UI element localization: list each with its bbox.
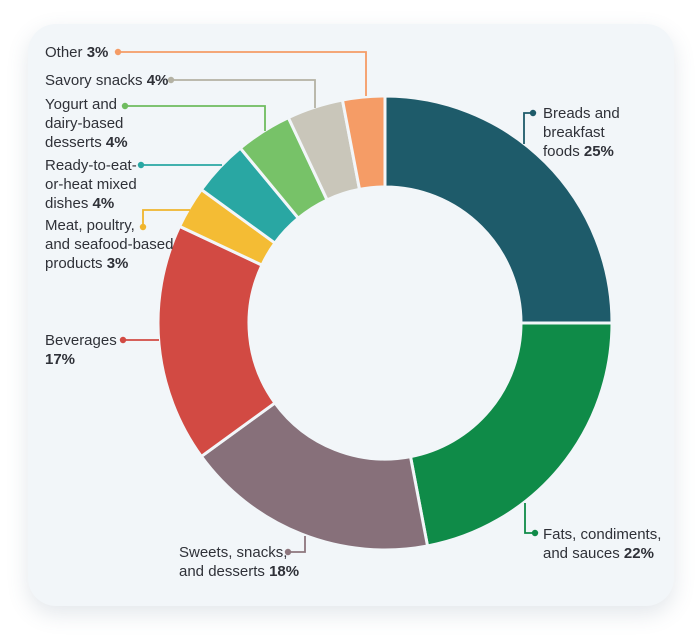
label-line: dairy-based (45, 115, 124, 132)
label-fats: Fats, condiments, and sauces 22% (543, 525, 661, 563)
leader-dot-meat (139, 223, 147, 231)
slice-other (340, 94, 387, 191)
label-line: Yogurt and (45, 96, 118, 113)
label-yogurt: Yogurt and dairy-based desserts 4% (45, 95, 128, 152)
slice-beverages (156, 224, 277, 458)
leader-line-sweets (291, 536, 306, 553)
label-beverages: Beverages 17% (45, 331, 117, 369)
label-line: Savory snacks 4% (45, 72, 169, 89)
leader-line-meat (142, 209, 190, 224)
label-meat: Meat, poultry, and seafood-based products … (45, 216, 173, 273)
leader-dot-sweets (284, 548, 292, 556)
label-line: or-heat mixed (45, 176, 137, 193)
leader-dot-yogurt (121, 102, 129, 110)
label-savory: Savory snacks 4% (45, 71, 168, 90)
label-line: Sweets, snacks, (179, 544, 288, 561)
label-line: and seafood-based (45, 236, 174, 253)
slice-sweets (199, 401, 430, 552)
leader-dot-fats (531, 529, 539, 537)
leader-dot-breads (529, 109, 537, 117)
leader-line-breads (523, 112, 530, 144)
label-line: and desserts 18% (179, 563, 300, 580)
leader-dot-savory (167, 76, 175, 84)
label-breads: Breads and breakfast foods 25% (543, 104, 620, 161)
label-line: Beverages (45, 332, 117, 349)
label-line: Ready-to-eat- (45, 157, 137, 174)
label-line: products 3% (45, 255, 129, 272)
label-line: desserts 4% (45, 134, 128, 151)
label-line: 17% (45, 351, 76, 368)
label-line: and sauces 22% (543, 545, 654, 562)
label-line: Breads and (543, 105, 620, 122)
label-other: Other 3% (45, 43, 108, 62)
slice-fats (408, 321, 614, 548)
slice-breads (383, 94, 614, 325)
leader-dot-ready (137, 161, 145, 169)
label-line: Other 3% (45, 44, 109, 61)
label-ready: Ready-to-eat-or-heat mixed dishes 4% (45, 156, 137, 213)
label-line: dishes 4% (45, 195, 115, 212)
leader-line-fats (524, 503, 532, 534)
leader-dot-other (114, 48, 122, 56)
label-line: Fats, condiments, (543, 526, 662, 543)
label-line: foods 25% (543, 143, 614, 160)
leader-line-savory (174, 79, 316, 108)
leader-line-other (121, 51, 367, 96)
label-line: Meat, poultry, (45, 217, 135, 234)
label-sweets: Sweets, snacks, and desserts 18% (179, 543, 299, 581)
leader-dot-beverages (119, 336, 127, 344)
label-line: breakfast (543, 124, 605, 141)
leader-line-yogurt (128, 105, 266, 131)
